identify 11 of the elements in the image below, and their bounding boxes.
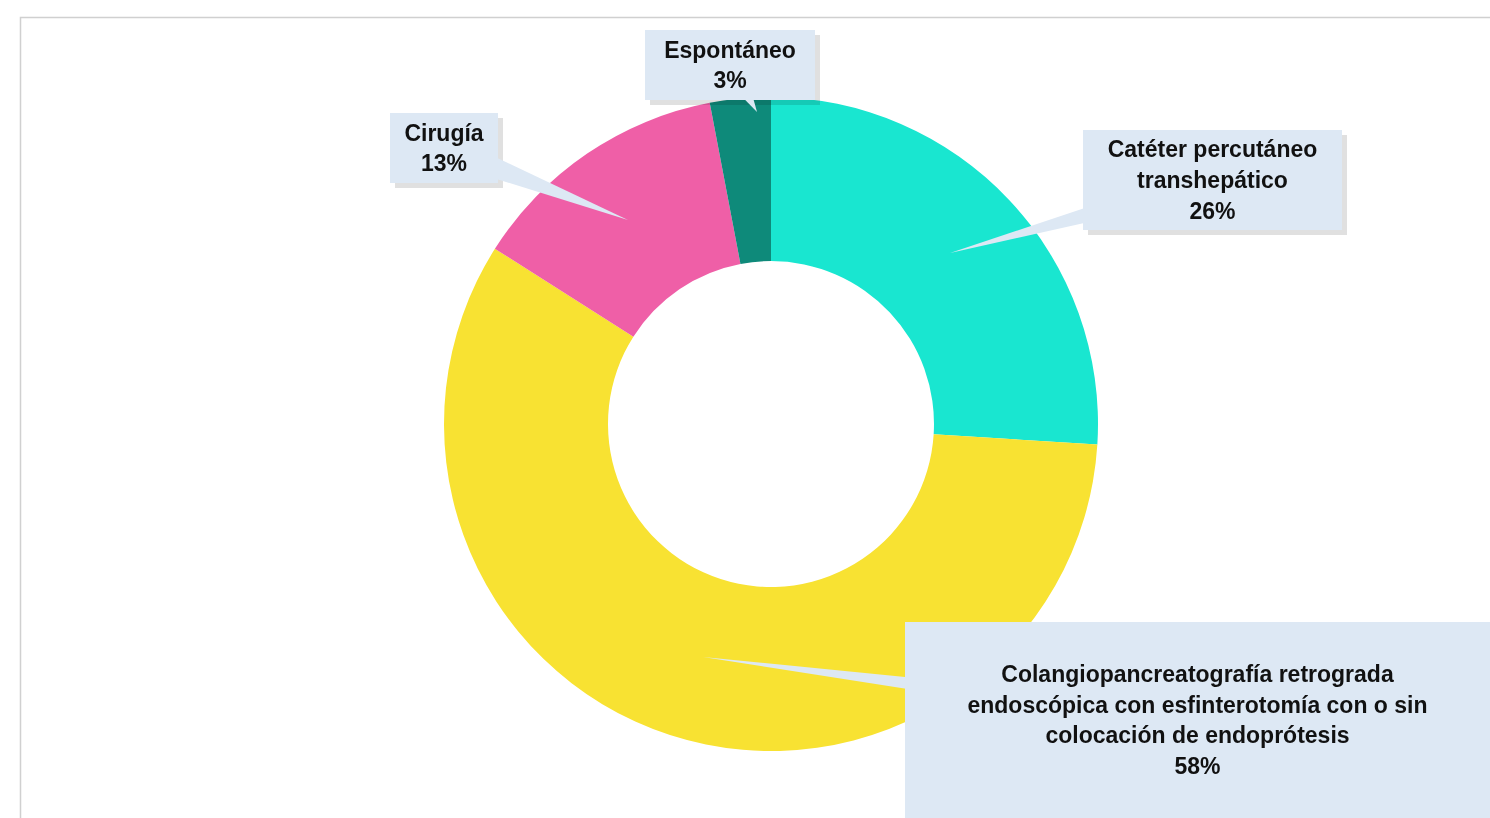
slice-label: Cirugía xyxy=(404,119,484,146)
donut-slice xyxy=(494,102,741,337)
slice-label: Catéter percutáneo transhepático xyxy=(1107,136,1318,194)
data-label: 13% xyxy=(420,150,468,177)
slice-label: Colangiopancreatografía retrograda endoscópica con esfinterotomía con o sin colocación de endoprótesis xyxy=(967,661,1428,749)
slice-label: Espontáneo xyxy=(664,36,796,63)
donut-slice xyxy=(771,97,1098,445)
data-label: 26% xyxy=(1189,197,1236,224)
data-label: 3% xyxy=(713,67,747,94)
data-label: 58% xyxy=(1174,752,1221,779)
donut-slice xyxy=(709,97,771,264)
